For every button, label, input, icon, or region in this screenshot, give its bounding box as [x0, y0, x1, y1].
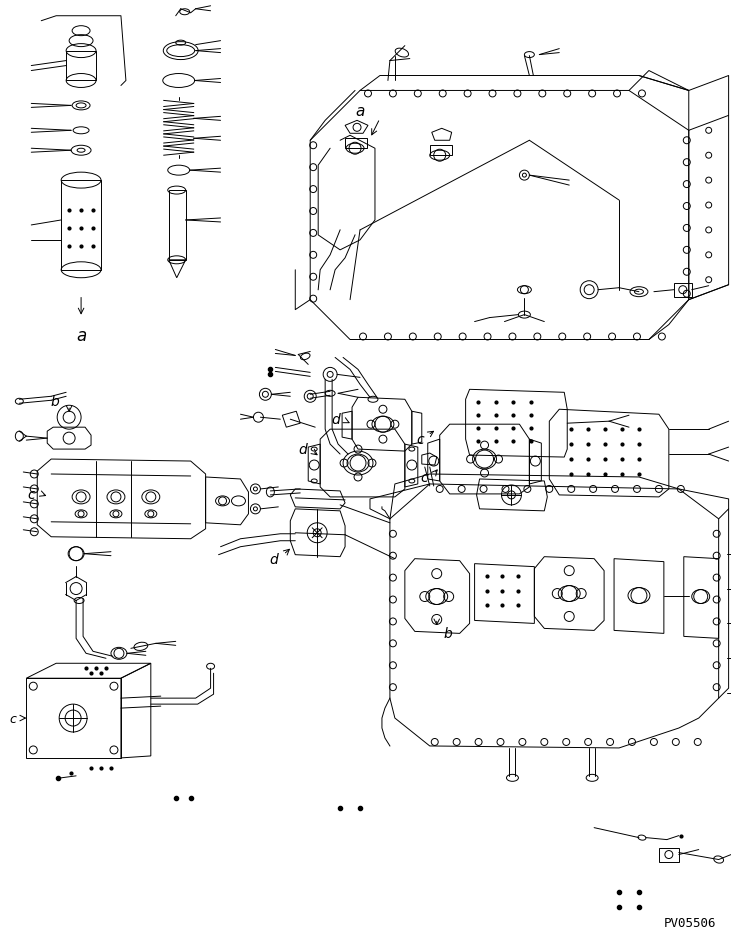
Bar	[430, 146, 452, 156]
Text: PV05506: PV05506	[664, 917, 717, 929]
Text: b: b	[51, 395, 59, 409]
Text: c: c	[28, 487, 35, 501]
Text: c: c	[416, 432, 424, 447]
Text: c: c	[10, 712, 17, 725]
Text: d: d	[298, 443, 307, 457]
Text: d: d	[269, 552, 277, 566]
Text: c: c	[420, 470, 427, 484]
Text: a: a	[76, 327, 86, 345]
Text: b: b	[444, 627, 452, 641]
Bar	[674, 283, 692, 297]
Bar	[659, 848, 679, 862]
Bar	[345, 139, 367, 149]
Text: d: d	[332, 413, 340, 427]
Text: a: a	[355, 104, 365, 119]
